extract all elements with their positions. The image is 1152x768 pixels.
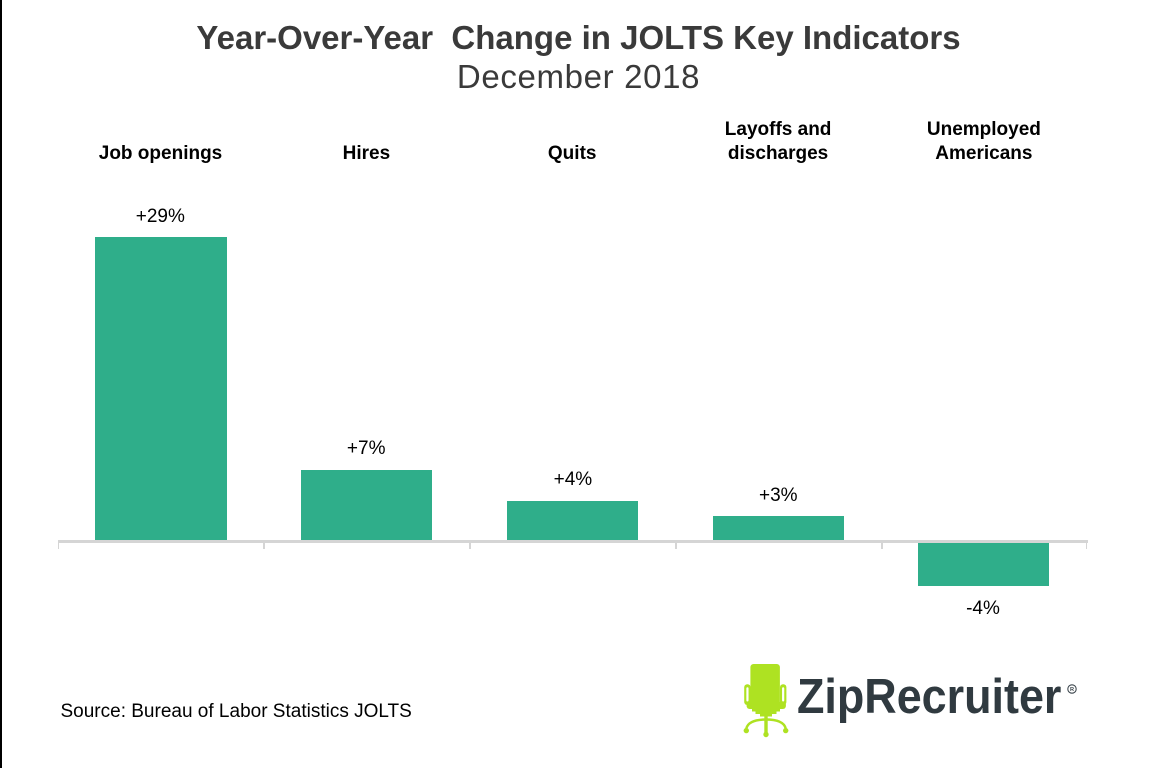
svg-text:R: R (1069, 687, 1073, 693)
